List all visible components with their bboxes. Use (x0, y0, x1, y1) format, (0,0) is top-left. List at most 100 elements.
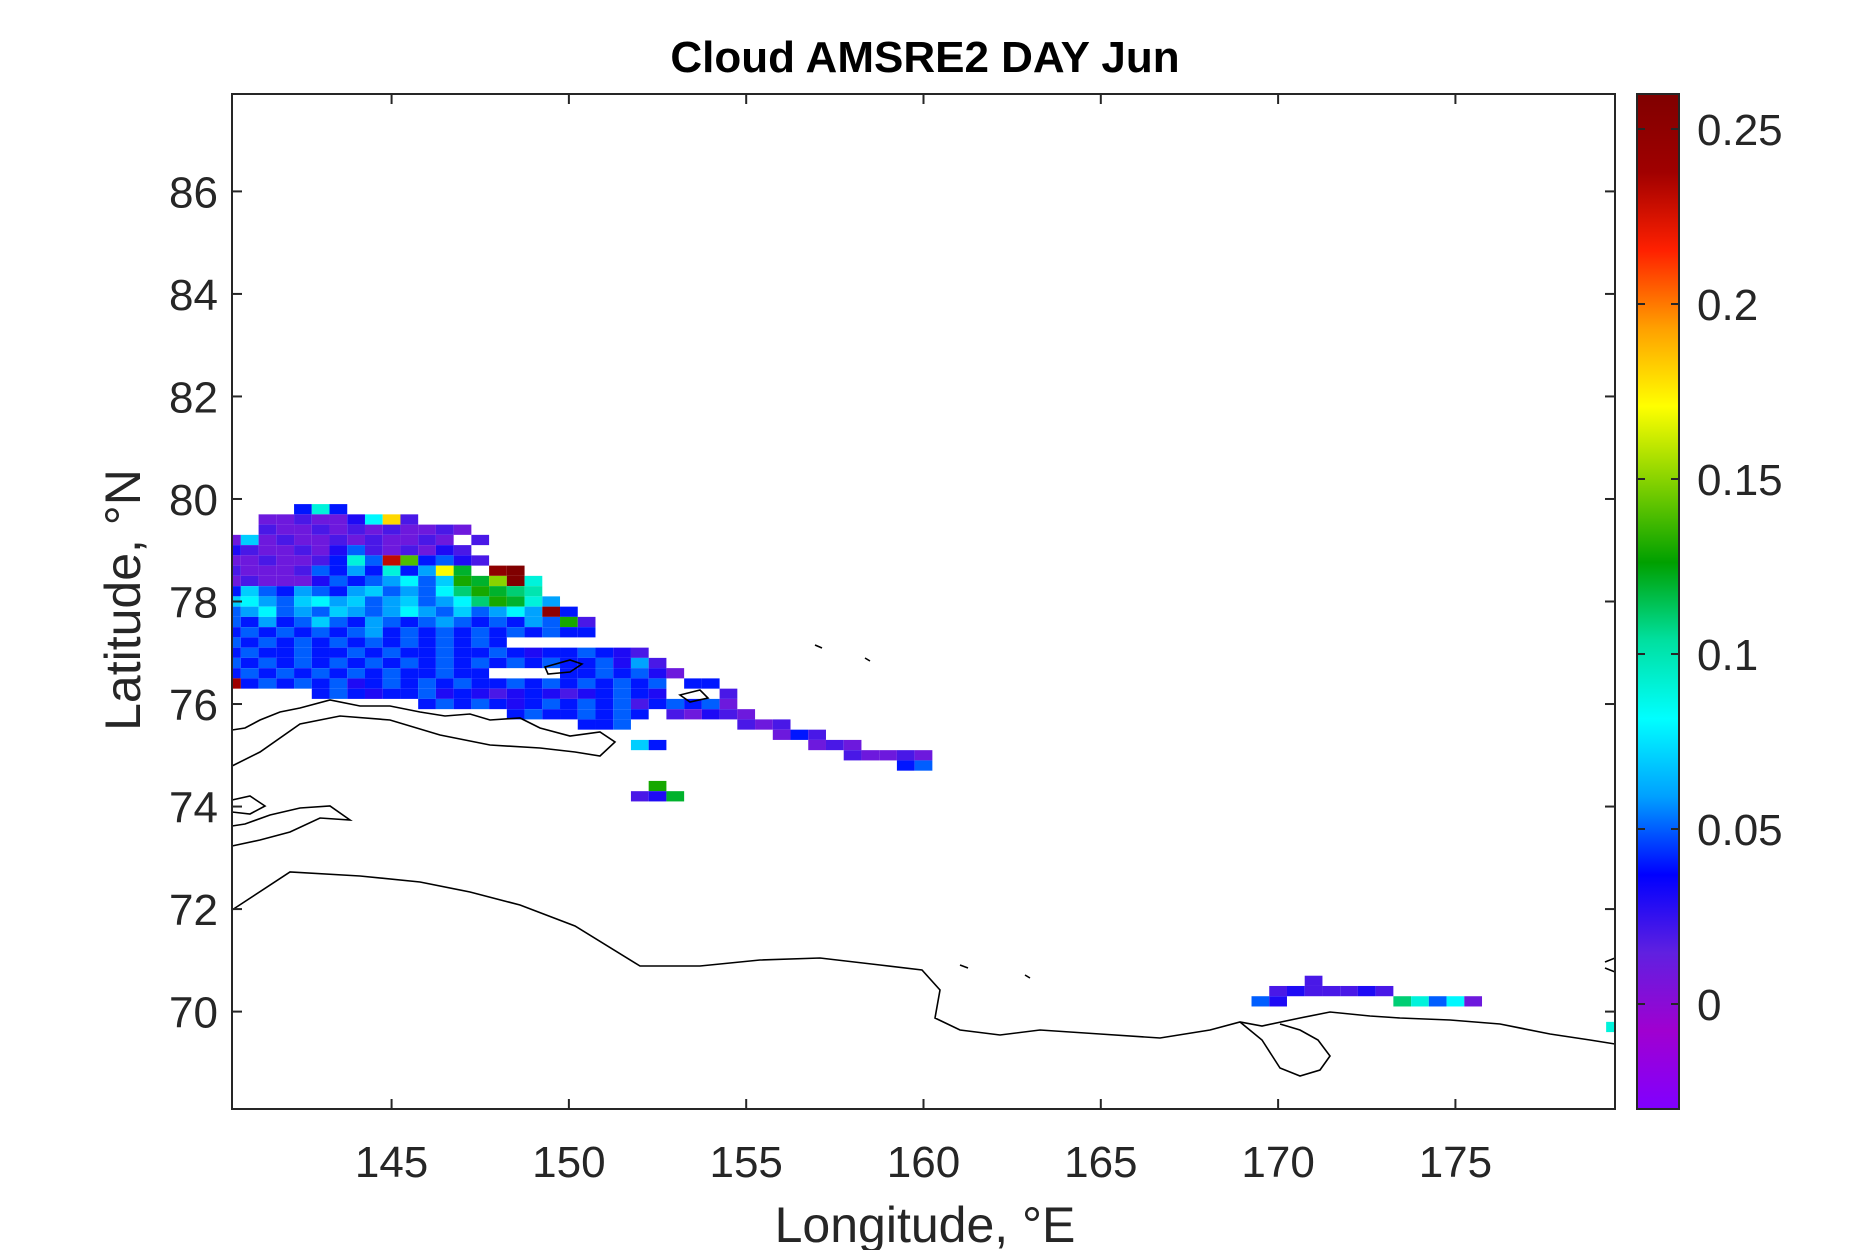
heatmap-cell (294, 565, 312, 576)
heatmap-cell (347, 606, 365, 617)
heatmap-cell (400, 586, 419, 597)
heatmap-cell (240, 565, 259, 576)
heatmap-cell (329, 627, 348, 638)
heatmap-cell (435, 545, 454, 556)
heatmap-cell (382, 657, 401, 669)
x-axis-ticks: 145 150 155 160 165 170 175 (355, 94, 1492, 1187)
heatmap-cell (364, 647, 383, 658)
heatmap-cell (719, 688, 738, 699)
heatmap-cell (258, 555, 277, 566)
heatmap-cell (294, 616, 312, 628)
heatmap-cell (311, 575, 330, 587)
heatmap-cell (294, 555, 312, 566)
heatmap-cell (471, 688, 490, 699)
heatmap-cell (311, 555, 330, 566)
heatmap-cell (453, 637, 472, 648)
heatmap-cell (1269, 996, 1287, 1007)
heatmap-cell (453, 657, 472, 669)
coastline-islet-d (1024, 974, 1031, 979)
heatmap-cell (311, 586, 330, 597)
heatmap-cell (560, 668, 578, 679)
heatmap-cell (364, 637, 383, 648)
heatmap-cell (418, 555, 436, 566)
heatmap-cell (542, 647, 561, 658)
heatmap-cell (364, 575, 383, 587)
x-tick-label: 145 (355, 1138, 428, 1187)
heatmap-cell (294, 586, 312, 597)
heatmap-cell (276, 575, 295, 587)
heatmap-cell (435, 668, 454, 679)
heatmap-cell (347, 514, 365, 525)
heatmap-cell (400, 637, 419, 648)
heatmap-cell (382, 575, 401, 587)
heatmap-cell (364, 514, 383, 525)
heatmap-cell (329, 606, 348, 617)
plot-area: 145 150 155 160 165 170 175 70 72 74 76 78 80 82 84 86 (169, 93, 1616, 1187)
heatmap-cell (1464, 996, 1483, 1007)
heatmap-cell (435, 678, 454, 689)
heatmap-cell (418, 575, 436, 587)
heatmap-cell (435, 698, 454, 710)
heatmap-cell (311, 504, 330, 515)
heatmap-cell (506, 565, 525, 576)
heatmap-cell (435, 627, 454, 638)
coastline-island-76n (678, 689, 710, 703)
heatmap-cell (453, 596, 472, 607)
heatmap-cell (453, 545, 472, 556)
heatmap-cell (701, 709, 720, 720)
heatmap-cell (294, 575, 312, 587)
heatmap-cell (418, 698, 436, 710)
heatmap-cell (648, 698, 667, 710)
heatmap-cell (1446, 996, 1465, 1007)
heatmap-cell (613, 698, 631, 710)
heatmap-cell (506, 616, 525, 628)
heatmap-cell (382, 534, 401, 546)
heatmap-cell (240, 555, 259, 566)
heatmap-cell (382, 647, 401, 658)
colorbar-tick-label: 0.2 (1697, 281, 1758, 330)
heatmap-cell (560, 606, 578, 617)
heatmap-cell (400, 688, 419, 699)
y-tick-label: 80 (169, 476, 218, 525)
heatmap-cell (648, 739, 667, 751)
heatmap-cell (364, 524, 383, 535)
colorbar-tick-label: 0.05 (1697, 806, 1783, 855)
heatmap-cell (560, 657, 578, 669)
heatmap-cell (418, 606, 436, 617)
heatmap-cell (914, 750, 933, 761)
heatmap-cell (542, 698, 561, 710)
heatmap-cell (347, 688, 365, 699)
heatmap-cell (772, 729, 791, 740)
heatmap-cell (666, 668, 685, 679)
heatmap-cell (471, 657, 490, 669)
heatmap-cell (232, 545, 241, 556)
y-axis-ticks: 70 72 74 76 78 80 82 84 86 (169, 168, 1615, 1038)
heatmap-cell (524, 596, 543, 607)
heatmap-cell (524, 688, 543, 699)
heatmap-cell (506, 586, 525, 597)
heatmap-cell (400, 524, 419, 535)
heatmap-cell (418, 668, 436, 679)
heatmap-cell (577, 616, 596, 628)
heatmap-cell (418, 627, 436, 638)
heatmap-cell (276, 545, 295, 556)
heatmap-cell (435, 606, 454, 617)
heatmap-cell (1269, 985, 1287, 997)
heatmap-cell (666, 698, 685, 710)
heatmap-cell (435, 565, 454, 576)
x-tick-label: 175 (1419, 1138, 1492, 1187)
heatmap-cell (471, 698, 490, 710)
heatmap-cell (790, 729, 809, 740)
heatmap-cell (613, 688, 631, 699)
heatmap-cell (808, 729, 826, 740)
heatmap-cell (311, 545, 330, 556)
coastline-island-77n (543, 659, 584, 675)
heatmap-cell (1357, 985, 1376, 997)
heatmap-cell (825, 739, 844, 751)
heatmap-cell (311, 647, 330, 658)
heatmap-cell (276, 657, 295, 669)
y-tick-label: 74 (169, 784, 218, 833)
heatmap-cell (400, 668, 419, 679)
heatmap-cell (524, 575, 543, 587)
heatmap-cell (294, 668, 312, 679)
